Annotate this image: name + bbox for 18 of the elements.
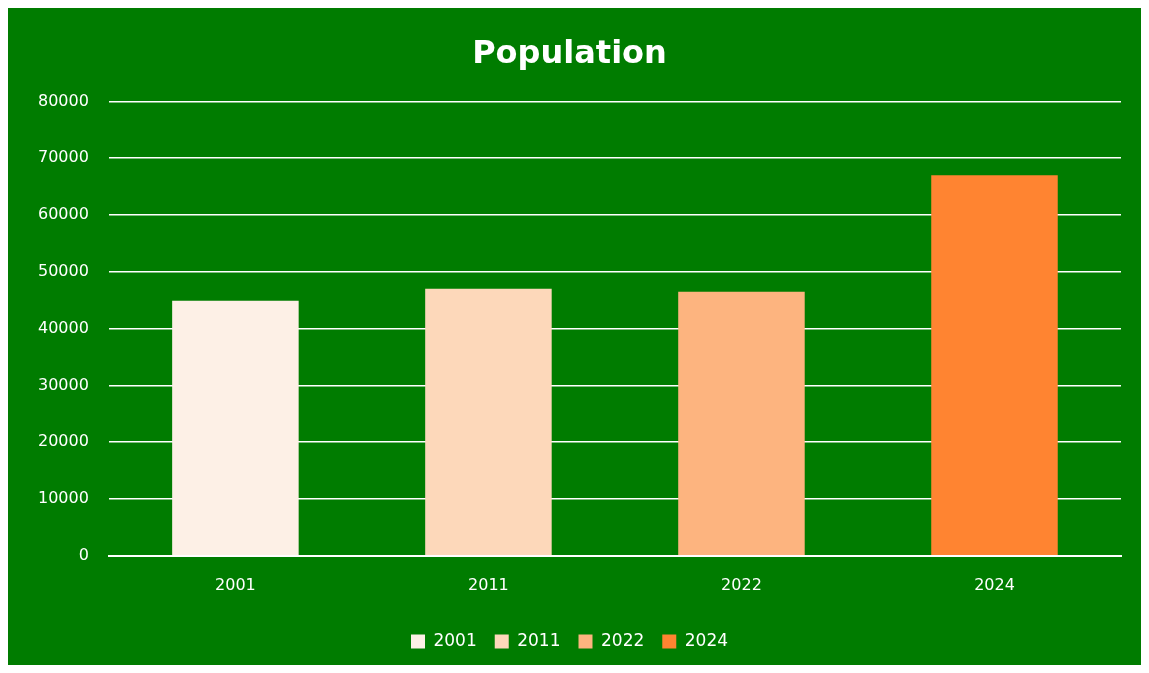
- y-tick-label: 70000: [37, 147, 89, 167]
- y-tick-label: 30000: [37, 374, 89, 394]
- legend-label: 2011: [517, 629, 561, 650]
- y-tick-label: 0: [78, 544, 89, 564]
- legend-label: 2001: [433, 629, 477, 650]
- y-tick-label: 50000: [37, 260, 89, 280]
- x-tick-label: 2001: [215, 574, 256, 594]
- y-tick-label: 80000: [37, 90, 89, 110]
- legend-label: 2024: [684, 629, 729, 650]
- x-tick-label: 2024: [974, 574, 1015, 594]
- y-tick-label: 60000: [37, 204, 89, 224]
- x-tick-label: 2011: [468, 574, 509, 594]
- y-tick-label: 10000: [37, 488, 89, 508]
- y-tick-label: 40000: [37, 317, 89, 337]
- legend-label: 2022: [601, 629, 645, 650]
- x-tick-label: 2022: [721, 574, 762, 594]
- chart-title: Population: [472, 32, 667, 71]
- y-tick-label: 20000: [37, 431, 89, 451]
